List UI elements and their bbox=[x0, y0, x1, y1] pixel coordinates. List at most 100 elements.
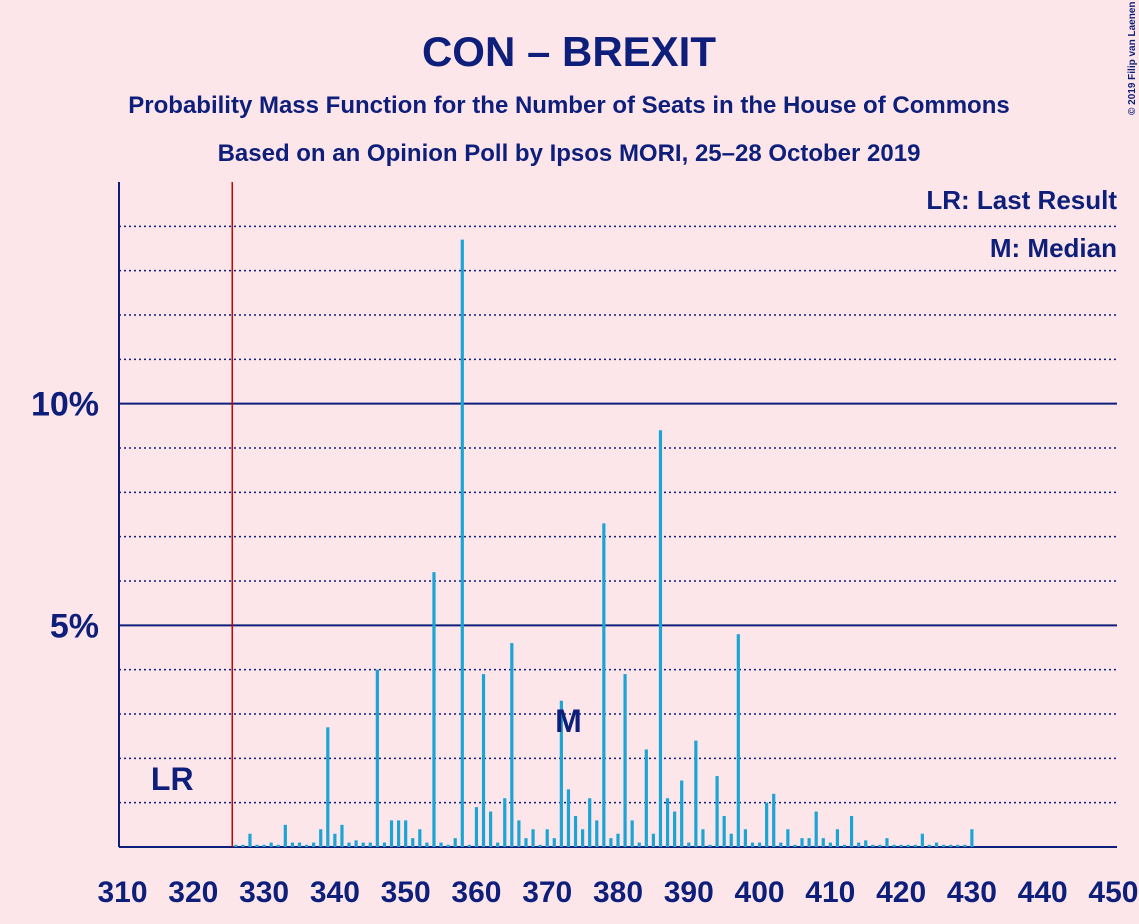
bar bbox=[814, 811, 818, 847]
bar bbox=[396, 820, 401, 847]
bar bbox=[949, 844, 953, 847]
bar bbox=[234, 844, 238, 847]
bar bbox=[687, 842, 691, 847]
x-tick-label: 320 bbox=[168, 876, 218, 909]
bar bbox=[609, 838, 613, 847]
bar bbox=[729, 833, 733, 847]
bar bbox=[432, 572, 436, 847]
bar bbox=[496, 842, 500, 847]
bar bbox=[389, 820, 394, 847]
bar bbox=[722, 815, 726, 847]
bar bbox=[772, 793, 776, 847]
bar bbox=[828, 842, 832, 847]
bar bbox=[878, 844, 882, 847]
bar bbox=[963, 844, 967, 847]
bar bbox=[793, 844, 797, 847]
bar bbox=[297, 842, 302, 847]
chart-subtitle: Based on an Opinion Poll by Ipsos MORI, … bbox=[218, 140, 921, 167]
bar bbox=[453, 838, 457, 847]
bar bbox=[857, 842, 861, 847]
bar bbox=[927, 844, 932, 847]
bar bbox=[665, 798, 670, 847]
copyright: © 2019 Filip van Laenen bbox=[1127, 1, 1138, 115]
bar bbox=[835, 829, 840, 847]
bar bbox=[581, 829, 585, 847]
bar bbox=[899, 844, 903, 847]
bar bbox=[941, 844, 946, 847]
bar bbox=[821, 838, 825, 847]
bar bbox=[651, 833, 655, 847]
bar bbox=[920, 833, 924, 847]
x-tick-label: 330 bbox=[239, 876, 289, 909]
bar bbox=[333, 833, 337, 847]
bar bbox=[779, 842, 783, 847]
bar bbox=[871, 844, 875, 847]
bar bbox=[312, 842, 316, 847]
bar bbox=[715, 776, 719, 847]
bar bbox=[375, 669, 379, 847]
bar bbox=[510, 643, 514, 847]
bar bbox=[807, 838, 811, 847]
bar bbox=[906, 844, 910, 847]
bar bbox=[481, 674, 486, 847]
bar bbox=[623, 674, 627, 847]
bar bbox=[765, 802, 769, 847]
bar bbox=[573, 815, 578, 847]
bar bbox=[849, 815, 854, 847]
bar bbox=[736, 634, 740, 847]
median-label: M bbox=[555, 703, 582, 739]
x-tick-label: 350 bbox=[381, 876, 431, 909]
bar bbox=[757, 842, 762, 847]
bar bbox=[488, 811, 493, 847]
bar bbox=[361, 842, 365, 847]
bar bbox=[595, 820, 599, 847]
bar bbox=[524, 838, 528, 847]
x-tick-label: 400 bbox=[735, 876, 785, 909]
x-tick-label: 390 bbox=[664, 876, 714, 909]
bar bbox=[503, 798, 507, 847]
bar bbox=[616, 833, 620, 847]
bar bbox=[411, 838, 415, 847]
bar bbox=[864, 840, 868, 847]
bar bbox=[283, 824, 287, 847]
bar bbox=[673, 811, 677, 847]
bar bbox=[644, 749, 648, 847]
last-result-label: LR bbox=[151, 761, 194, 797]
y-tick-label: 10% bbox=[31, 386, 99, 424]
bar bbox=[658, 430, 663, 847]
bar bbox=[418, 829, 422, 847]
x-tick-label: 310 bbox=[98, 876, 148, 909]
bar bbox=[934, 842, 939, 847]
bar bbox=[800, 838, 804, 847]
legend-entry: LR: Last Result bbox=[926, 185, 1117, 215]
bar bbox=[517, 820, 521, 847]
bar bbox=[255, 844, 259, 847]
x-tick-label: 450 bbox=[1088, 876, 1138, 909]
bar bbox=[538, 844, 542, 847]
bar bbox=[913, 844, 917, 847]
bar bbox=[531, 829, 535, 847]
bar bbox=[425, 842, 429, 847]
y-tick-label: 5% bbox=[50, 607, 99, 645]
bar bbox=[970, 829, 974, 847]
bar bbox=[750, 842, 755, 847]
x-tick-label: 380 bbox=[593, 876, 643, 909]
bar bbox=[559, 700, 563, 847]
bar bbox=[552, 838, 556, 847]
bar bbox=[241, 844, 245, 847]
x-tick-label: 430 bbox=[947, 876, 997, 909]
bar bbox=[842, 844, 847, 847]
bar bbox=[701, 829, 705, 847]
bar bbox=[304, 844, 309, 847]
bar bbox=[460, 239, 464, 848]
x-tick-label: 360 bbox=[451, 876, 501, 909]
bar bbox=[248, 833, 252, 847]
x-tick-label: 370 bbox=[522, 876, 572, 909]
bar bbox=[340, 824, 344, 847]
bar bbox=[326, 727, 330, 847]
bar bbox=[743, 829, 748, 847]
bar bbox=[269, 842, 273, 847]
